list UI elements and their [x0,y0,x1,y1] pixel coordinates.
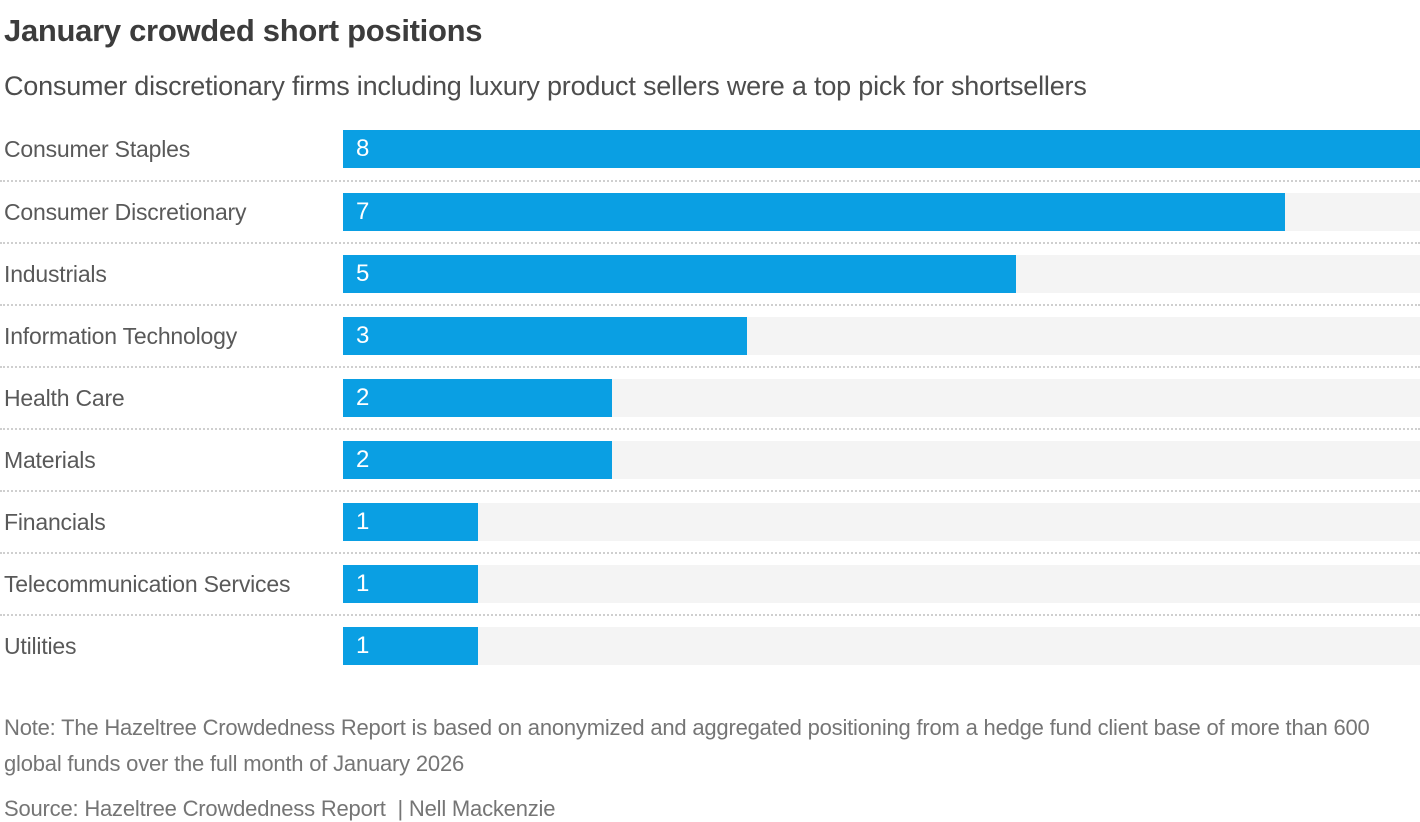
bar-track: 8 [343,130,1420,169]
bar: 7 [343,193,1286,232]
bar-row: Information Technology 3 [0,304,1420,366]
bar-row: Industrials 5 [0,242,1420,304]
bar-row: Consumer Discretionary 7 [0,180,1420,242]
bar-row: Utilities 1 [0,614,1420,676]
bar-track: 1 [343,565,1420,604]
source-line: Source: Hazeltree Crowdedness Report | N… [4,796,556,822]
bar-value-label: 2 [356,384,370,412]
category-label: Telecommunication Services [4,570,291,597]
bar-value-label: 2 [356,446,370,474]
bar-track: 7 [343,193,1420,232]
bar-row: Financials 1 [0,490,1420,552]
bar-value-label: 3 [356,322,370,350]
bar-row: Consumer Staples 8 [0,118,1420,180]
bar: 3 [343,317,747,356]
category-label: Utilities [4,632,77,659]
bar-row: Materials 2 [0,428,1420,490]
chart-footer: Note: The Hazeltree Crowdedness Report i… [0,710,1420,822]
category-label: Industrials [4,260,107,287]
bar: 1 [343,503,478,542]
bar: 1 [343,627,478,666]
chart-header: January crowded short positions Consumer… [0,0,1420,102]
bar-row: Health Care 2 [0,366,1420,428]
bar-value-label: 1 [356,570,370,598]
bar: 2 [343,441,613,480]
category-label: Consumer Staples [4,135,190,162]
bar-track: 1 [343,627,1420,666]
bar-track: 3 [343,317,1420,356]
category-label: Materials [4,446,96,473]
bar-value-label: 7 [356,198,370,226]
bar-value-label: 1 [356,632,370,660]
category-label: Information Technology [4,322,237,349]
bar: 5 [343,255,1017,294]
chart-title: January crowded short positions [4,13,483,48]
bar-track: 2 [343,379,1420,418]
bar-track: 2 [343,441,1420,480]
bar: 8 [343,130,1420,169]
bar: 2 [343,379,613,418]
bar-chart: Consumer Staples 8 Consumer Discretionar… [0,118,1420,676]
category-label: Financials [4,508,106,535]
bar-track: 5 [343,255,1420,294]
bar-track: 1 [343,503,1420,542]
category-label: Health Care [4,384,125,411]
bar-value-label: 5 [356,260,370,288]
bar-value-label: 1 [356,508,370,536]
category-label: Consumer Discretionary [4,198,247,225]
footnote: Note: The Hazeltree Crowdedness Report i… [4,715,1370,777]
bar: 1 [343,565,478,604]
bar-value-label: 8 [356,135,370,163]
chart-subtitle: Consumer discretionary firms including l… [4,71,1087,102]
bar-row: Telecommunication Services 1 [0,552,1420,614]
